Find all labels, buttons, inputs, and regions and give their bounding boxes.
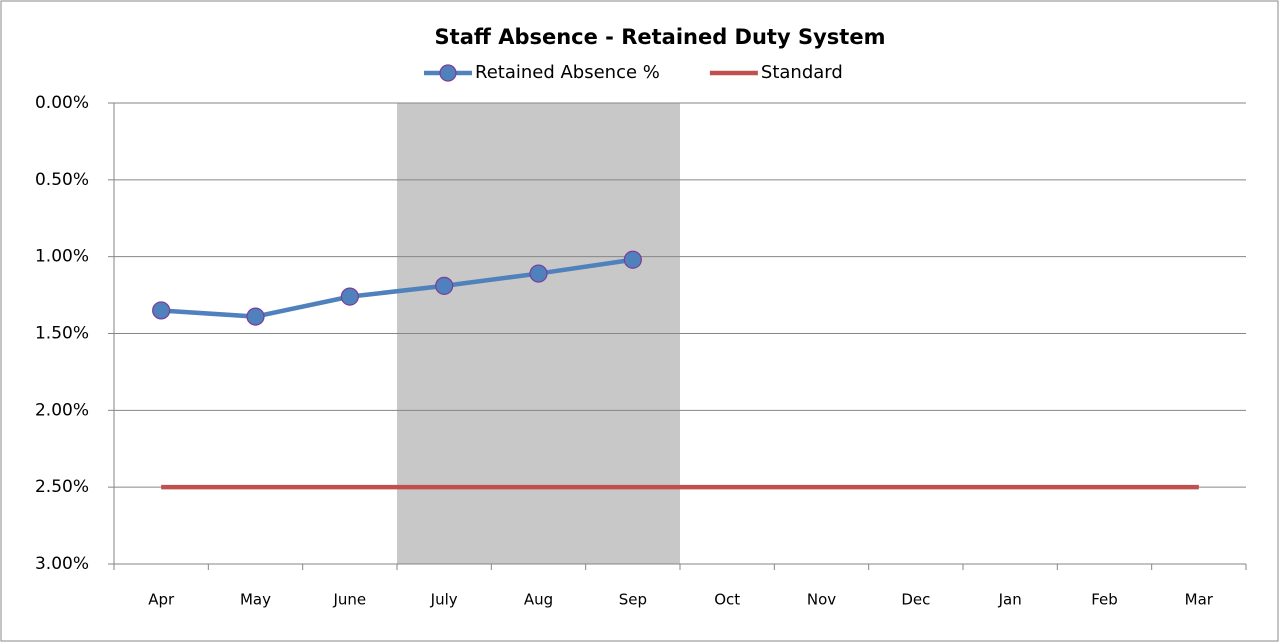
y-tick-label: 0.00% bbox=[35, 93, 89, 113]
data-point bbox=[435, 276, 454, 295]
y-tick-label: 1.50% bbox=[35, 324, 89, 344]
y-tick-label: 2.00% bbox=[35, 400, 89, 420]
data-point bbox=[340, 287, 359, 306]
x-tick-label: Apr bbox=[148, 591, 175, 609]
x-tick-label: Mar bbox=[1185, 591, 1214, 609]
x-tick-label: Aug bbox=[524, 591, 553, 609]
series-line bbox=[161, 257, 634, 319]
legend-label: Retained Absence % bbox=[475, 62, 660, 83]
y-tick-label: 1.00% bbox=[35, 247, 89, 267]
x-tick-label: May bbox=[240, 591, 271, 609]
y-tick-label: 0.50% bbox=[35, 170, 89, 190]
x-tick-label: Nov bbox=[807, 591, 836, 609]
data-point bbox=[529, 264, 548, 283]
x-tick-label: Dec bbox=[901, 591, 930, 609]
x-tick-label: Oct bbox=[714, 591, 740, 609]
x-tick-label: June bbox=[332, 591, 366, 609]
data-point bbox=[152, 301, 171, 320]
y-tick-label: 2.50% bbox=[35, 477, 89, 497]
legend-label: Standard bbox=[761, 62, 843, 83]
x-tick-label: Jan bbox=[998, 591, 1022, 609]
data-point bbox=[623, 250, 642, 269]
data-point bbox=[246, 307, 265, 326]
x-tick-label: Sep bbox=[619, 591, 647, 609]
y-tick-label: 3.00% bbox=[35, 554, 89, 574]
legend-marker bbox=[439, 64, 457, 82]
x-tick-label: Feb bbox=[1091, 591, 1118, 609]
x-tick-label: July bbox=[430, 591, 458, 609]
chart-title: Staff Absence - Retained Duty System bbox=[435, 25, 886, 49]
